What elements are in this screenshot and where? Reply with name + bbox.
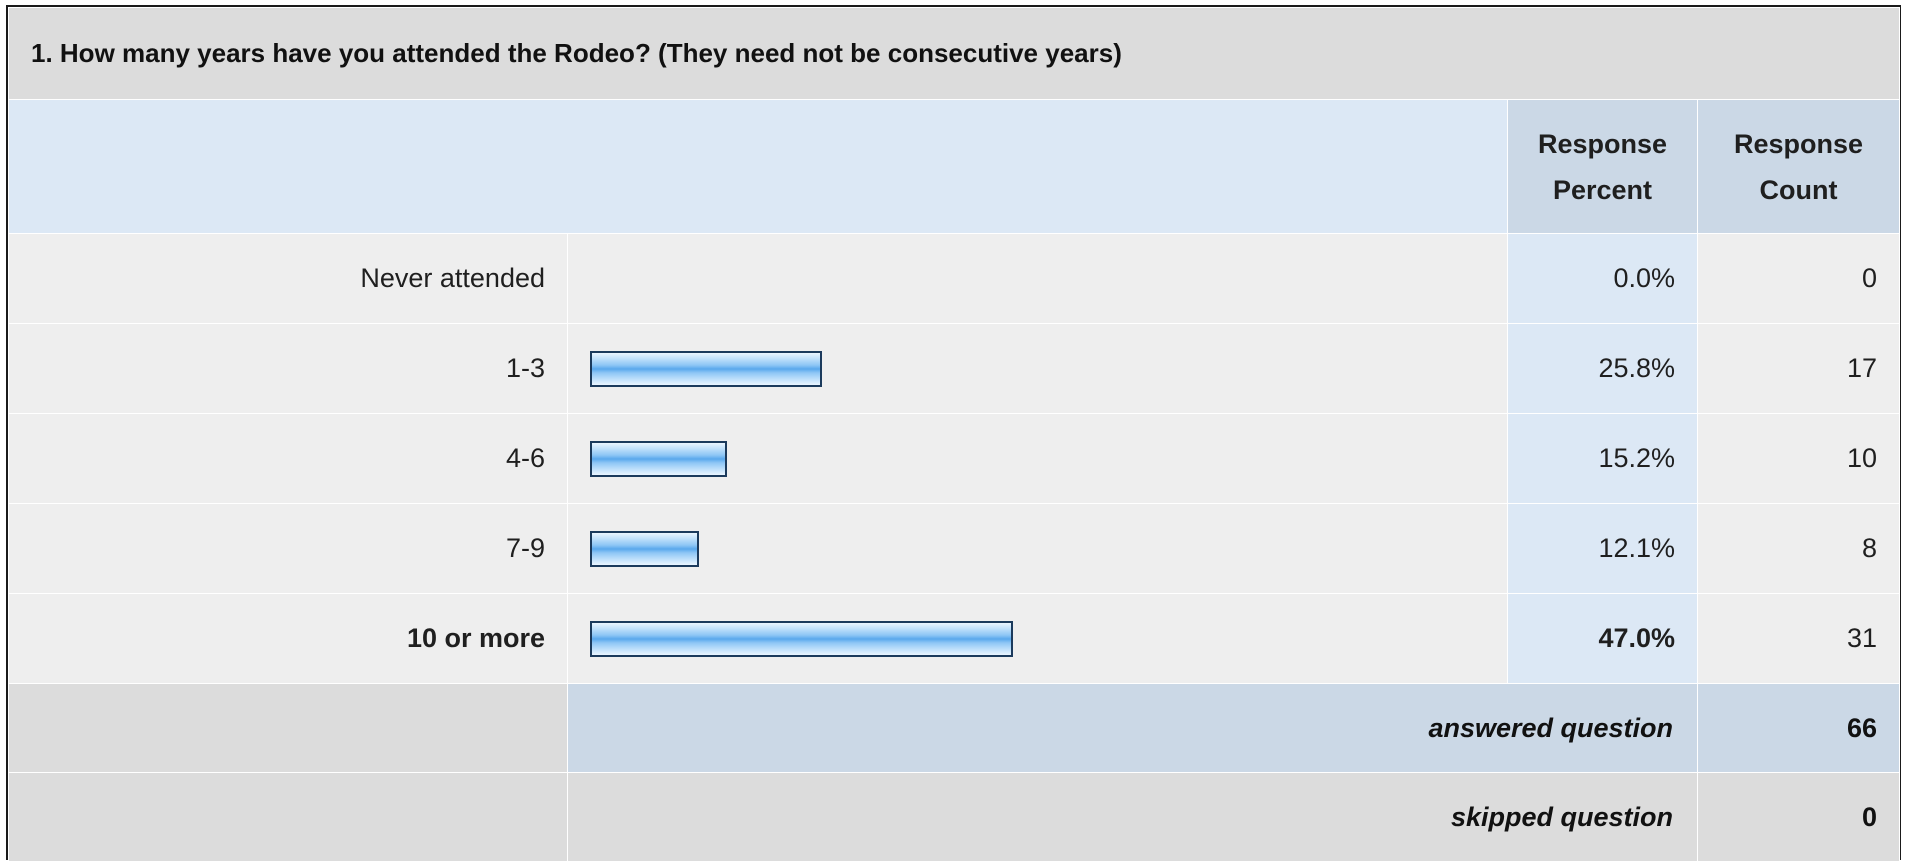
skipped-question-count: 0 xyxy=(1696,772,1901,862)
bar-cell xyxy=(567,233,1508,324)
answer-row: 1-3 25.8% 17 xyxy=(8,323,1901,414)
answered-question-count: 66 xyxy=(1696,683,1901,773)
answer-label: 4-6 xyxy=(8,413,568,504)
bar-cell xyxy=(567,593,1508,684)
response-percent: 0.0% xyxy=(1507,233,1698,324)
answer-row: 4-6 15.2% 10 xyxy=(8,413,1901,504)
response-percent: 47.0% xyxy=(1507,593,1698,684)
response-percent: 15.2% xyxy=(1507,413,1698,504)
response-count: 10 xyxy=(1696,413,1901,504)
response-bar xyxy=(590,440,727,477)
bar-cell xyxy=(567,503,1508,594)
response-count: 8 xyxy=(1696,503,1901,594)
response-count-header: Response Count xyxy=(1696,99,1901,234)
answer-label: 10 or more xyxy=(8,593,568,684)
response-percent-header: Response Percent xyxy=(1507,99,1698,234)
response-percent-header-line1: Response xyxy=(1537,128,1668,159)
answer-label: Never attended xyxy=(8,233,568,324)
skipped-question-label: skipped question xyxy=(567,772,1698,862)
answer-row: 10 or more 47.0% 31 xyxy=(8,593,1901,684)
response-bar xyxy=(590,530,699,567)
bar-cell xyxy=(567,413,1508,504)
response-percent: 25.8% xyxy=(1507,323,1698,414)
response-percent-header-line2: Percent xyxy=(1552,174,1653,205)
response-count: 17 xyxy=(1696,323,1901,414)
header-blank-cell xyxy=(8,99,1508,234)
answer-label: 1-3 xyxy=(8,323,568,414)
survey-question-panel: 1. How many years have you attended the … xyxy=(6,5,1901,862)
bar-cell xyxy=(567,323,1508,414)
response-count: 31 xyxy=(1696,593,1901,684)
survey-results-table: 1. How many years have you attended the … xyxy=(7,7,1901,862)
summary-blank-cell xyxy=(8,683,568,773)
response-percent: 12.1% xyxy=(1507,503,1698,594)
answer-row: Never attended 0.0% 0 xyxy=(8,233,1901,324)
question-title: 1. How many years have you attended the … xyxy=(7,7,1901,100)
response-bar xyxy=(590,350,822,387)
answered-question-label: answered question xyxy=(567,683,1698,773)
answer-row: 7-9 12.1% 8 xyxy=(8,503,1901,594)
response-count-header-line2: Count xyxy=(1759,174,1838,205)
response-count: 0 xyxy=(1696,233,1901,324)
response-count-header-line1: Response xyxy=(1734,128,1864,159)
answer-label: 7-9 xyxy=(8,503,568,594)
summary-blank-cell xyxy=(8,772,568,862)
response-bar xyxy=(590,620,1013,657)
